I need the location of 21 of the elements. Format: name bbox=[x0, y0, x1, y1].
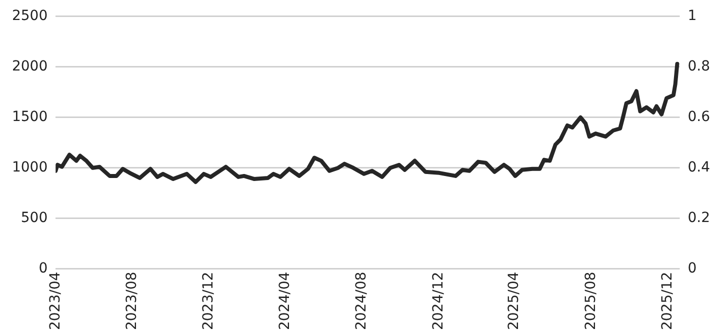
x-tick-label: 2023/08 bbox=[124, 272, 140, 330]
x-tick-label: 2024/04 bbox=[277, 272, 294, 330]
x-tick-label: 2025/08 bbox=[582, 272, 599, 330]
y-tick-label: 500 bbox=[20, 210, 48, 226]
x-tick-label: 2023/12 bbox=[200, 272, 216, 330]
y-tick-label: 0 bbox=[38, 260, 48, 276]
x-tick-label: 2025/12 bbox=[659, 272, 676, 330]
y-tick-label: 2500 bbox=[12, 8, 48, 24]
y2-tick-label: 0.4 bbox=[688, 160, 710, 176]
y-tick-label: 2000 bbox=[12, 58, 48, 75]
y2-tick-label: 0.6 bbox=[688, 109, 710, 126]
x-tick-label: 2024/12 bbox=[430, 272, 446, 330]
y2-tick-label: 0.8 bbox=[688, 58, 710, 75]
x-tick-label: 2024/08 bbox=[354, 272, 370, 330]
y-tick-label: 1000 bbox=[12, 160, 48, 176]
y2-tick-label: 0 bbox=[688, 260, 697, 276]
x-tick-label: 2025/04 bbox=[506, 272, 522, 330]
y2-tick-label: 0.2 bbox=[688, 210, 710, 226]
y-tick-label: 1500 bbox=[12, 109, 48, 126]
x-tick-label: 2023/04 bbox=[47, 272, 64, 330]
y2-tick-label: 1 bbox=[688, 8, 697, 24]
